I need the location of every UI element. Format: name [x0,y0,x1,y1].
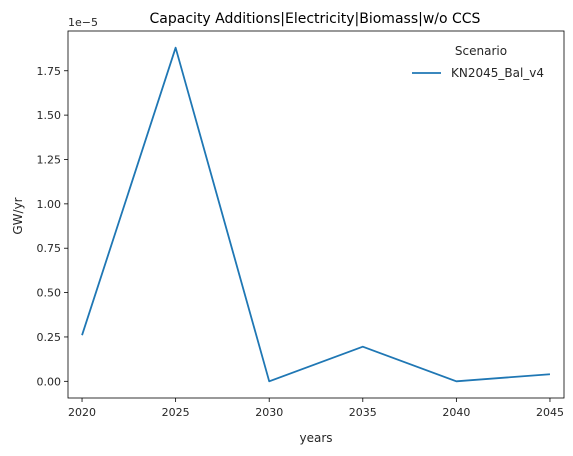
x-tick-label: 2035 [349,406,377,419]
x-axis-label: years [299,431,332,445]
y-axis: 0.00 0.25 0.50 0.75 1.00 1.25 1.50 1.75 [37,65,68,388]
x-axis: 2020 2025 2030 2035 2040 2045 [68,398,564,419]
x-tick-label: 2025 [162,406,190,419]
y-tick-label: 0.50 [37,287,62,300]
y-scale-label: 1e−5 [68,16,98,29]
x-tick-label: 2040 [442,406,470,419]
x-tick-label: 2045 [536,406,564,419]
y-tick-label: 0.75 [37,242,62,255]
legend-label-series-0: KN2045_Bal_v4 [451,66,544,80]
y-tick-label: 1.50 [37,109,62,122]
y-tick-label: 1.25 [37,153,62,166]
series-layer [81,46,551,383]
y-tick-label: 1.00 [37,198,62,211]
legend: Scenario KN2045_Bal_v4 [412,44,544,80]
y-tick-label: 0.00 [37,375,62,388]
legend-title: Scenario [455,44,507,58]
y-tick-label: 0.25 [37,331,62,344]
y-tick-label: 1.75 [37,65,62,78]
chart-title: Capacity Additions|Electricity|Biomass|w… [150,11,481,27]
x-tick-label: 2020 [68,406,96,419]
plot-area [67,30,565,399]
y-axis-label: GW/yr [11,197,25,234]
x-tick-label: 2030 [255,406,283,419]
series-line-0 [81,46,551,383]
